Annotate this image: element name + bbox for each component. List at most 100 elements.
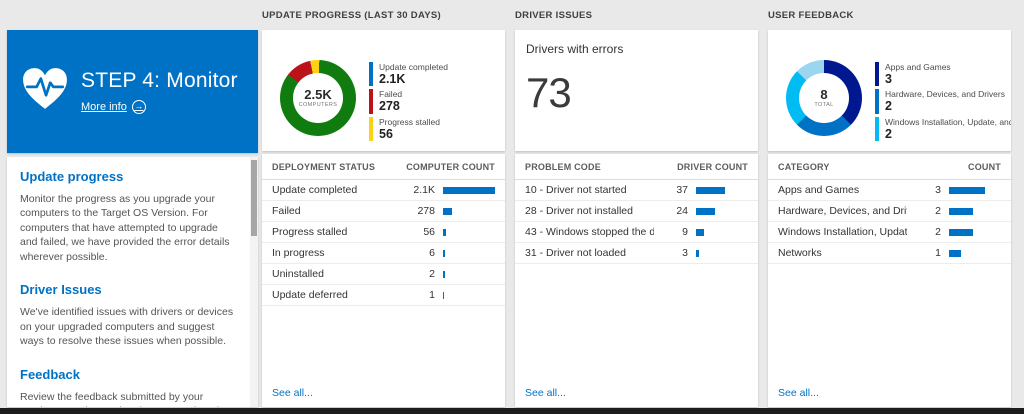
table-row[interactable]: 31 - Driver not loaded 3	[515, 243, 758, 264]
count-bar-track	[949, 228, 1001, 236]
legend-item: Windows Installation, Update, and... 2	[875, 116, 1011, 142]
driver-issues-metric-card: Drivers with errors 73	[515, 30, 758, 151]
see-all-link[interactable]: See all...	[525, 387, 566, 399]
row-label: Update deferred	[272, 289, 348, 301]
row-label: Failed	[272, 205, 301, 217]
driver-issues-table-card: PROBLEM CODE DRIVER COUNT 10 - Driver no…	[515, 154, 758, 407]
more-info-label: More info	[81, 100, 127, 113]
table-row[interactable]: Windows Installation, Update,... 2	[768, 222, 1011, 243]
table-row[interactable]: Uninstalled 2	[262, 264, 505, 285]
update-progress-table-card: DEPLOYMENT STATUS COMPUTER COUNT Update …	[262, 154, 505, 407]
count-bar	[949, 186, 986, 194]
table-row[interactable]: 28 - Driver not installed 24	[515, 201, 758, 222]
count-bar	[949, 207, 973, 215]
overview-scrollbar[interactable]	[250, 157, 258, 407]
row-value: 56	[423, 226, 435, 238]
row-label: 31 - Driver not loaded	[525, 247, 626, 259]
table-header: DEPLOYMENT STATUS COMPUTER COUNT	[262, 154, 505, 180]
count-bar-track	[696, 207, 748, 215]
legend-value: 2	[885, 126, 892, 141]
user-feedback-donut-chart[interactable]: 8 TOTAL	[786, 60, 862, 136]
table-row[interactable]: Hardware, Devices, and Drivers 2	[768, 201, 1011, 222]
legend-marker	[875, 116, 879, 142]
donut-center-label: COMPUTERS	[298, 102, 338, 109]
count-bar	[443, 207, 452, 215]
table-row[interactable]: Networks 1	[768, 243, 1011, 264]
user-feedback-table-card: CATEGORY COUNT Apps and Games 3 Hardware…	[768, 154, 1011, 407]
donut-center-value: 8	[820, 86, 828, 102]
legend-marker	[369, 62, 373, 87]
legend-value: 2.1K	[379, 72, 406, 86]
table-row[interactable]: 10 - Driver not started 37	[515, 180, 758, 201]
row-value: 2	[935, 226, 941, 238]
legend-label: Progress stalled	[379, 116, 440, 127]
column-header-driver-count: DRIVER COUNT	[677, 161, 748, 172]
overview-scrollbar-thumb[interactable]	[251, 160, 257, 236]
row-label: Uninstalled	[272, 268, 324, 280]
overview-section-body: Review the feedback submitted by your em…	[20, 390, 237, 407]
heart-pulse-icon	[21, 67, 69, 116]
see-all-link[interactable]: See all...	[778, 387, 819, 399]
table-row[interactable]: Update completed 2.1K	[262, 180, 505, 201]
legend-value: 3	[885, 72, 892, 86]
column-header-problem-code: PROBLEM CODE	[525, 161, 601, 172]
row-label: Networks	[778, 247, 822, 259]
count-bar-track	[949, 186, 1001, 194]
column-header-count: COUNT	[968, 161, 1001, 172]
table-row[interactable]: In progress 6	[262, 243, 505, 264]
row-value: 2	[429, 268, 435, 280]
row-label: 28 - Driver not installed	[525, 205, 633, 217]
legend-marker	[369, 116, 373, 142]
drivers-with-errors-value: 73	[526, 69, 572, 116]
column-header-computer-count: COMPUTER COUNT	[406, 161, 495, 172]
count-bar	[443, 270, 445, 278]
row-value: 9	[682, 226, 688, 238]
overview-section-update-progress: Update progress Monitor the progress as …	[20, 169, 238, 264]
bottom-bar	[0, 408, 1024, 414]
table-row[interactable]: 43 - Windows stopped the devi... 9	[515, 222, 758, 243]
step-tile[interactable]: STEP 4: Monitor More info →	[7, 30, 258, 153]
donut-center-label: TOTAL	[814, 102, 834, 109]
see-all-link[interactable]: See all...	[272, 387, 313, 399]
table-row[interactable]: Apps and Games 3	[768, 180, 1011, 201]
driver-issues-column-header: DRIVER ISSUES	[515, 10, 593, 21]
count-bar	[696, 186, 725, 194]
legend-label: Update completed	[379, 62, 448, 72]
update-progress-donut-chart[interactable]: 2.5K COMPUTERS	[280, 60, 356, 136]
overview-section-body: We've identified issues with drivers or …	[20, 306, 234, 348]
donut-center-value: 2.5K	[304, 86, 332, 102]
table-header: PROBLEM CODE DRIVER COUNT	[515, 154, 758, 180]
row-value: 6	[429, 247, 435, 259]
more-info-link[interactable]: More info →	[81, 99, 146, 114]
legend-label: Failed	[379, 89, 403, 100]
row-value: 2	[935, 205, 941, 217]
overview-section-title: Feedback	[20, 366, 80, 382]
count-bar	[443, 228, 447, 236]
legend-item: Failed 278	[369, 89, 448, 114]
row-value: 3	[682, 247, 688, 259]
count-bar-track	[443, 186, 495, 194]
legend-item: Apps and Games 3	[875, 62, 1011, 87]
table-row[interactable]: Update deferred 1	[262, 285, 505, 306]
legend-value: 56	[379, 126, 393, 141]
arrow-right-icon: →	[131, 99, 146, 114]
legend-item: Hardware, Devices, and Drivers 2	[875, 89, 1011, 114]
column-header-category: CATEGORY	[778, 161, 830, 172]
user-feedback-chart-card: 8 TOTAL Apps and Games 3 Hardware, Devic…	[768, 30, 1011, 151]
count-bar	[696, 249, 700, 257]
row-value: 1	[935, 247, 941, 259]
legend-label: Hardware, Devices, and Drivers	[885, 89, 1005, 100]
count-bar	[696, 207, 715, 215]
row-value: 3	[935, 184, 941, 196]
row-label: Hardware, Devices, and Drivers	[778, 205, 907, 217]
table-row[interactable]: Failed 278	[262, 201, 505, 222]
legend-label: Windows Installation, Update, and...	[885, 116, 1011, 127]
donut-center: 8 TOTAL	[799, 73, 849, 123]
table-row[interactable]: Progress stalled 56	[262, 222, 505, 243]
row-value: 1	[429, 289, 435, 301]
row-label: In progress	[272, 247, 325, 259]
count-bar-track	[443, 291, 495, 299]
legend-label: Apps and Games	[885, 62, 951, 72]
row-label: Update completed	[272, 184, 358, 196]
legend-value: 2	[885, 99, 892, 114]
